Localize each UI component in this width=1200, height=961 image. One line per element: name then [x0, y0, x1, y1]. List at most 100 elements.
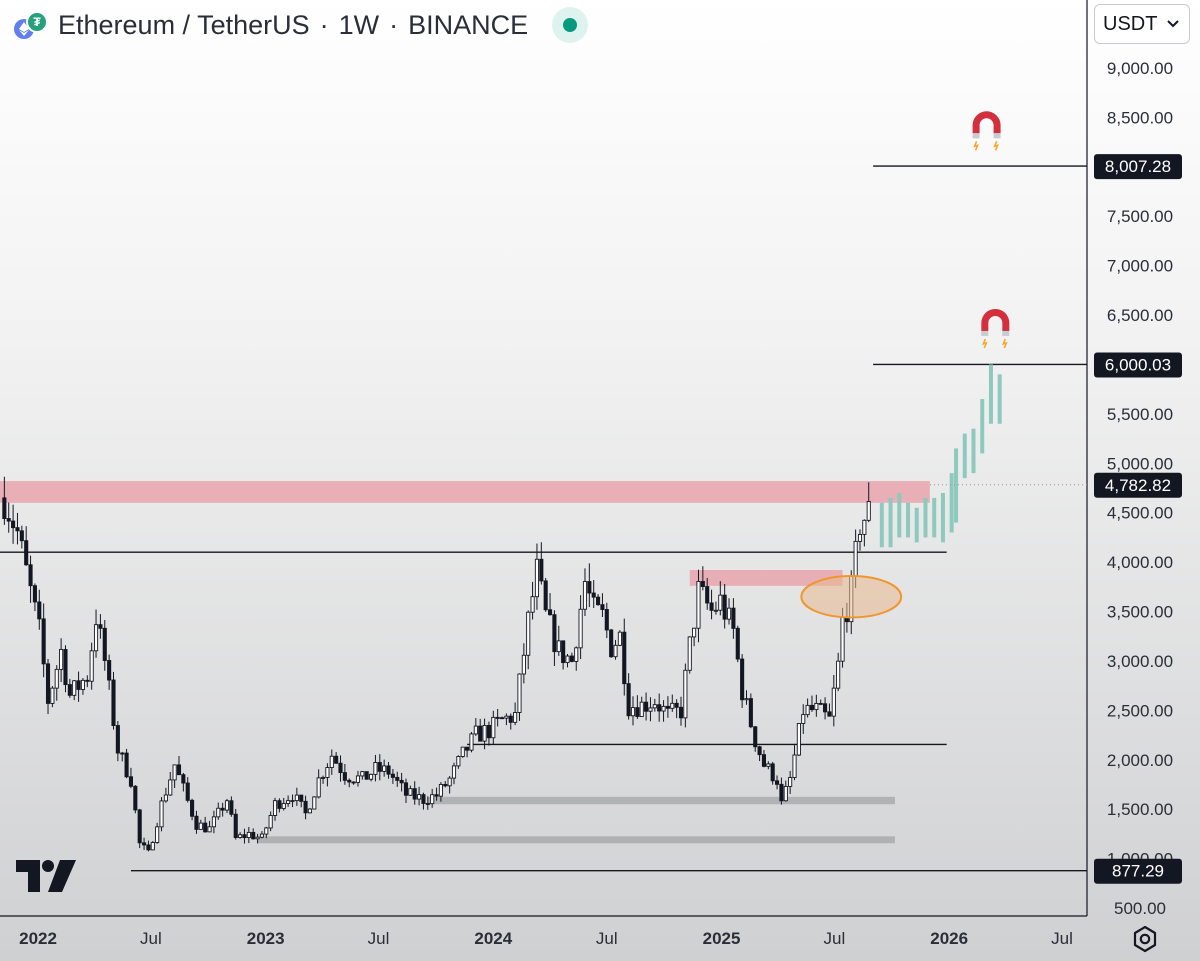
- candle-body: [124, 752, 129, 778]
- candle-body: [19, 530, 24, 542]
- candle-body: [294, 794, 299, 802]
- price-tick-label: 7,500.00: [1107, 207, 1173, 226]
- candle-body: [111, 679, 116, 726]
- interval-label[interactable]: 1W: [338, 9, 380, 40]
- currency-select[interactable]: USDT: [1094, 4, 1190, 44]
- candle-body: [460, 746, 465, 757]
- candle-body: [609, 629, 614, 658]
- chart-settings-gear-icon[interactable]: [1130, 924, 1160, 954]
- time-tick-label: Jul: [824, 929, 846, 948]
- candle-body: [41, 618, 46, 665]
- symbol-title[interactable]: Ethereum / TetherUS: [58, 9, 310, 40]
- candle-body: [238, 834, 243, 838]
- candle-body: [526, 611, 531, 656]
- candle-body: [508, 715, 513, 723]
- candle-body: [32, 585, 37, 603]
- candle-body: [818, 702, 823, 705]
- candle-body: [779, 783, 784, 802]
- candle-body: [168, 779, 173, 796]
- candle-body: [613, 644, 618, 658]
- tradingview-logo[interactable]: [16, 858, 76, 894]
- price-label-badge: [1094, 352, 1182, 378]
- candle-body: [80, 679, 85, 690]
- candle-body: [207, 826, 212, 833]
- candle-body: [499, 717, 505, 720]
- price-label-text: 6,000.03: [1105, 355, 1171, 374]
- candle-body: [683, 669, 688, 719]
- candle-body: [172, 764, 177, 781]
- candle-body: [233, 813, 238, 838]
- candle-body: [176, 764, 182, 776]
- candle-body: [67, 684, 72, 696]
- price-tick-label: 1,500.00: [1107, 800, 1173, 819]
- candle-body: [700, 581, 705, 587]
- projection-bar: [914, 507, 919, 543]
- market-open-dot-icon: [563, 18, 578, 32]
- candle-body: [713, 609, 718, 612]
- candle-body: [622, 631, 627, 685]
- candle-body: [530, 596, 535, 613]
- candle-body: [639, 701, 644, 717]
- candle-body: [120, 752, 125, 755]
- candle-body: [831, 687, 836, 717]
- candle-body: [303, 800, 308, 814]
- candle-body: [159, 800, 164, 828]
- candle-body: [587, 581, 592, 594]
- candle-body: [408, 788, 413, 796]
- candle-body: [735, 627, 740, 660]
- candle-body: [63, 649, 68, 686]
- candle-body: [163, 794, 168, 802]
- candle-body: [299, 794, 304, 802]
- candle-body: [72, 680, 77, 696]
- candle-body: [37, 601, 42, 620]
- candle-body: [836, 660, 841, 689]
- candle-body: [194, 815, 199, 830]
- candle-body: [246, 831, 251, 839]
- candle-body: [28, 564, 33, 587]
- candle-body: [50, 687, 55, 704]
- candle-body: [827, 711, 832, 717]
- title-separator-2: ·: [389, 9, 399, 40]
- candle-body: [395, 776, 400, 781]
- candle-body: [251, 831, 256, 840]
- projection-bar: [923, 497, 928, 538]
- candle-body: [469, 733, 474, 751]
- projection-layer: [879, 364, 1002, 548]
- candle-body: [574, 647, 579, 662]
- candle-body: [596, 596, 601, 606]
- candles-layer: [2, 476, 871, 852]
- candle-body: [788, 777, 793, 787]
- candle-body: [434, 794, 439, 797]
- magnet-spark: [973, 141, 979, 151]
- candle-body: [478, 725, 483, 742]
- candle-body: [748, 698, 753, 728]
- exchange-label[interactable]: BINANCE: [408, 9, 529, 40]
- candle-body: [325, 767, 330, 778]
- support-zone-3: [257, 836, 895, 844]
- candle-body: [203, 822, 208, 833]
- magnet-body: [972, 111, 1001, 134]
- candle-body: [687, 636, 692, 671]
- candle-body: [447, 777, 452, 787]
- axis-layer: 9,000.008,500.008,000.007,500.007,000.00…: [0, 0, 1182, 948]
- magnet-tip: [1002, 330, 1010, 336]
- candle-body: [857, 533, 863, 542]
- candle-body: [809, 704, 815, 711]
- candle-body: [482, 724, 487, 742]
- magnet-spark: [982, 338, 988, 349]
- candle-body: [853, 540, 858, 577]
- support-zone-2: [427, 796, 895, 805]
- candle-body: [565, 655, 570, 664]
- time-tick-label: Jul: [140, 929, 162, 948]
- price-label-badge: [1094, 472, 1182, 498]
- price-label-text: 8,007.28: [1105, 157, 1171, 176]
- candle-body: [513, 712, 518, 723]
- candle-body: [417, 794, 422, 800]
- candle-body: [142, 842, 147, 846]
- market-status-badge[interactable]: [552, 7, 589, 43]
- candle-body: [456, 756, 461, 767]
- candle-body: [792, 754, 797, 778]
- candle-body: [255, 836, 260, 840]
- chart-header[interactable]: ₮ Ethereum / TetherUS · 1W · BINANCE: [12, 6, 589, 44]
